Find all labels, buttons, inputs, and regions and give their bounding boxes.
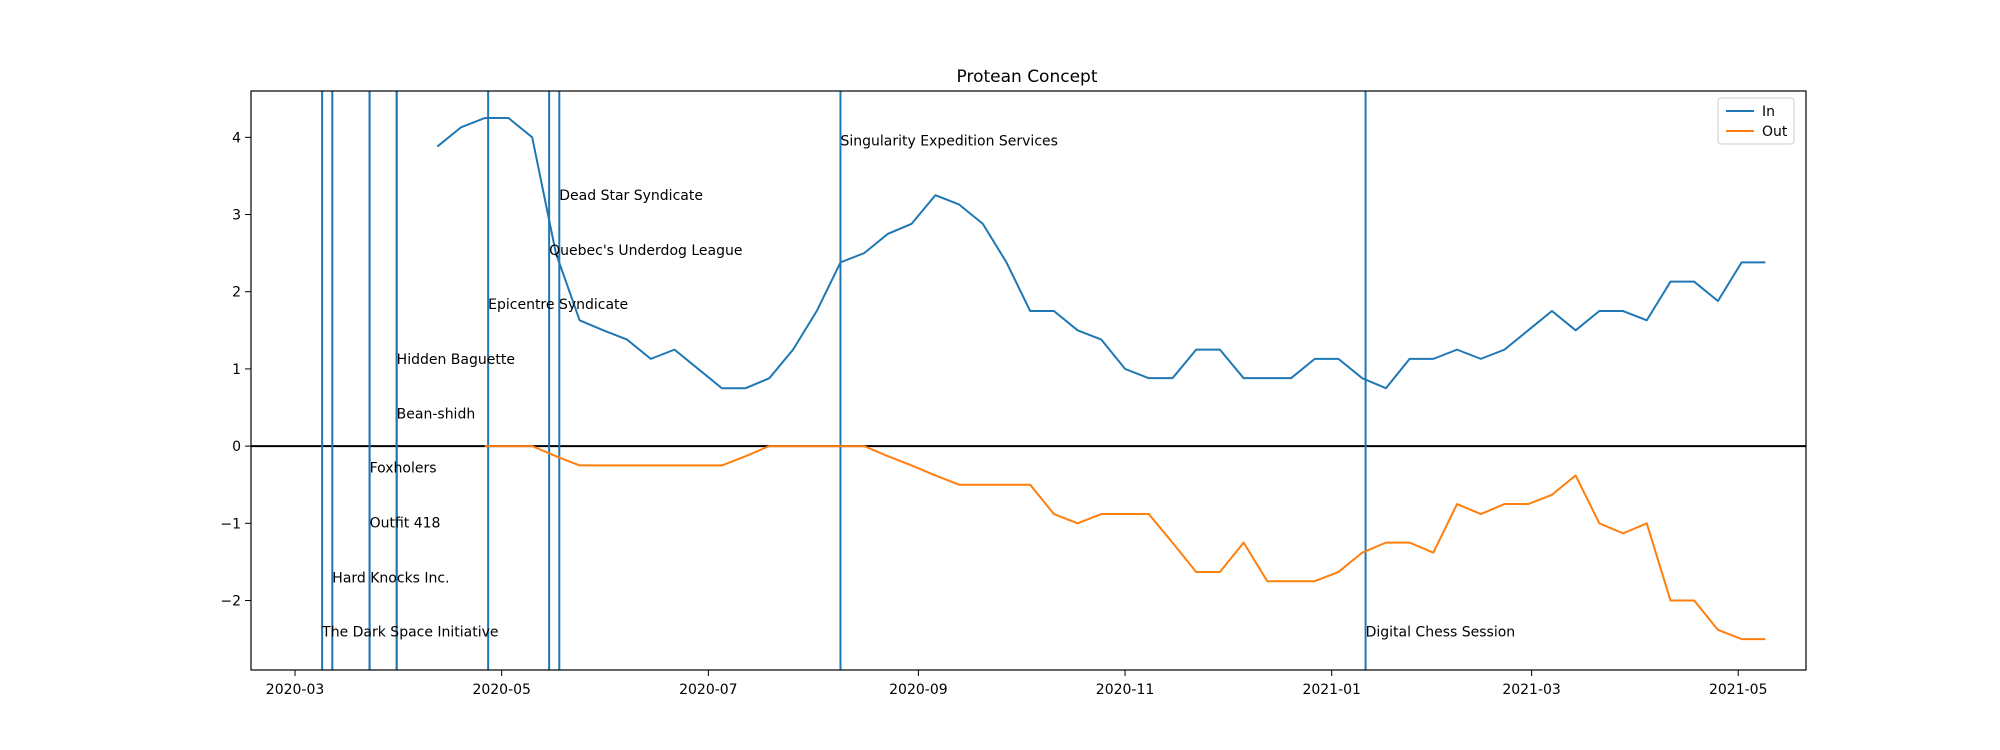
x-axis: 2020-03 2020-05 2020-07 2020-09 2020-11 2021-…: [266, 670, 1768, 698]
series-line-in: [436, 117, 1766, 390]
y-axis: −2 −1 0 1 2 3 4: [220, 130, 251, 610]
x-tick-label: 2020-03: [266, 682, 325, 698]
chart-title: Protean Concept: [957, 67, 1098, 87]
event-label: The Dark Space Initiative: [321, 624, 498, 640]
y-tick-label: −2: [220, 594, 241, 610]
x-tick-label: 2020-09: [889, 682, 948, 698]
event-label: Bean-shidh: [397, 407, 476, 423]
plot-area: The Dark Space Initiative Hard Knocks Inc…: [251, 91, 1806, 670]
y-tick-label: 4: [232, 130, 241, 146]
y-tick-label: 3: [232, 208, 241, 224]
legend: In Out: [1717, 97, 1795, 145]
x-tick-label: 2021-03: [1502, 682, 1561, 698]
event-label: Digital Chess Session: [1366, 624, 1516, 640]
event-label: Outfit 418: [370, 516, 441, 532]
y-tick-label: 0: [232, 439, 241, 455]
legend-label: In: [1762, 104, 1775, 120]
x-tick-label: 2020-07: [679, 682, 738, 698]
x-tick-label: 2020-11: [1096, 682, 1155, 698]
event-label: Hard Knocks Inc.: [332, 570, 449, 586]
event-label: Foxholers: [370, 461, 437, 477]
event-label: Epicentre Syndicate: [488, 297, 628, 313]
y-tick-label: 1: [232, 362, 241, 378]
x-tick-label: 2021-01: [1302, 682, 1361, 698]
y-tick-label: −1: [220, 516, 241, 532]
x-tick-label: 2020-05: [472, 682, 531, 698]
event-label: Singularity Expedition Services: [840, 133, 1057, 149]
plot-frame: [250, 90, 1807, 671]
series-line-out: [484, 445, 1766, 641]
event-label: Dead Star Syndicate: [559, 188, 703, 204]
event-label: Quebec's Underdog League: [549, 243, 742, 259]
legend-label: Out: [1762, 124, 1788, 140]
legend-box: [1717, 97, 1795, 145]
event-label: Hidden Baguette: [397, 352, 515, 368]
y-tick-label: 2: [232, 285, 241, 301]
x-tick-label: 2021-05: [1709, 682, 1768, 698]
